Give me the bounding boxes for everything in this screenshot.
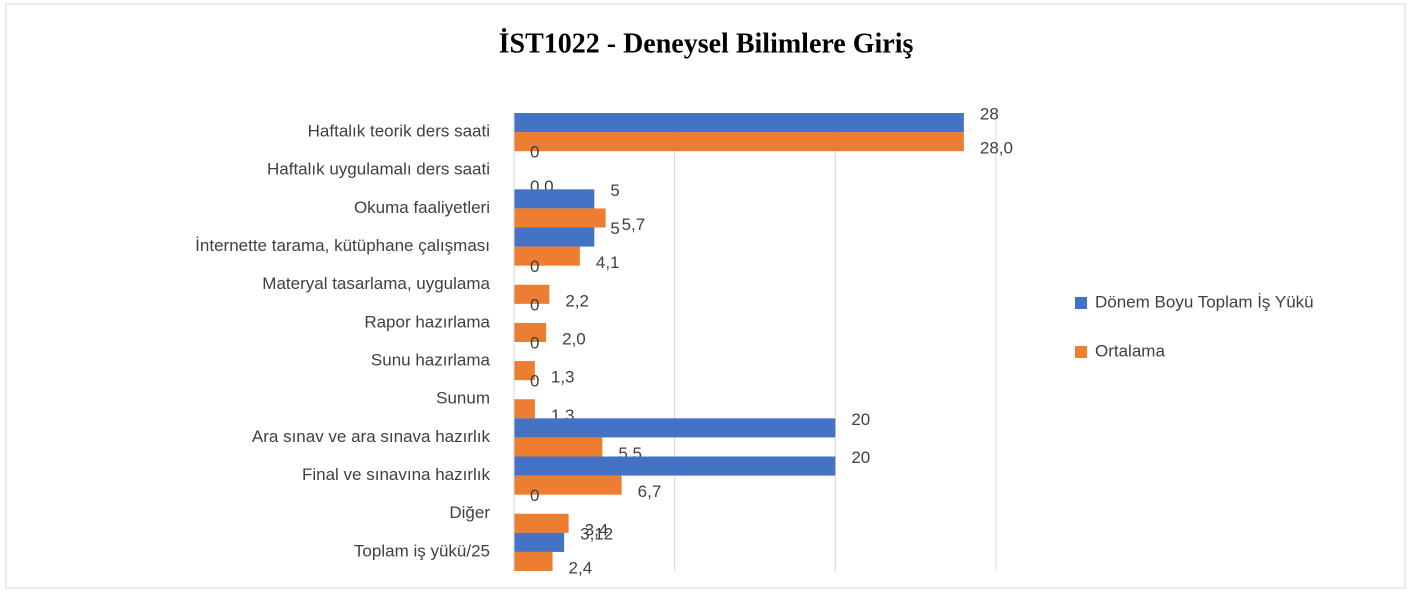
chart-border (5, 3, 1406, 589)
bar (514, 361, 535, 381)
data-label: 28 (980, 104, 999, 123)
y-tick-label: Toplam iş yükü/25 (354, 541, 490, 560)
bar (514, 513, 569, 533)
y-tick-label: Haftalık uygulamalı ders saati (267, 160, 490, 179)
y-tick-label: Ara sınav ve ara sınava hazırlık (252, 427, 491, 446)
bar (514, 246, 580, 266)
y-tick-label: İnternette tarama, kütüphane çalışması (195, 236, 490, 255)
data-label: 0 (530, 486, 539, 505)
legend-label: Ortalama (1095, 341, 1165, 360)
data-label: 0 (530, 257, 539, 276)
bar (514, 322, 547, 342)
bar (514, 208, 606, 228)
bar (514, 551, 553, 571)
data-label: 3,4 (585, 520, 609, 539)
legend-label: Dönem Boyu Toplam İş Yükü (1095, 292, 1314, 311)
bar (514, 475, 622, 495)
data-label: 5,7 (622, 215, 646, 234)
y-tick-label: Rapor hazırlama (364, 312, 490, 331)
bar (514, 189, 595, 209)
data-label: 2,0 (562, 329, 586, 348)
y-tick-label: Diğer (449, 503, 490, 522)
data-label: 28,0 (980, 139, 1013, 158)
data-label: 5 (610, 219, 619, 238)
legend-swatch (1075, 346, 1087, 358)
y-tick-label: Haftalık teorik ders saati (308, 122, 490, 141)
bar (514, 227, 595, 247)
chart-title: İST1022 - Deneysel Bilimlere Giriş (499, 28, 914, 59)
data-label: 2,4 (569, 558, 593, 577)
bar (514, 113, 964, 133)
data-label: 0 (530, 372, 539, 391)
data-label: 2,2 (565, 291, 589, 310)
data-label: 0 (530, 333, 539, 352)
data-label: 20 (851, 410, 870, 429)
bar (514, 532, 565, 552)
bar (514, 437, 603, 457)
bar (514, 418, 836, 438)
y-tick-label: Sunu hazırlama (371, 351, 491, 370)
data-label: 3,12 (580, 524, 613, 543)
data-label: 0 (530, 143, 539, 162)
legend-swatch (1075, 297, 1087, 309)
data-label: 1,3 (551, 368, 575, 387)
bar (514, 132, 964, 152)
data-label: 5 (610, 181, 619, 200)
bar (514, 284, 550, 304)
y-tick-label: Final ve sınavına hazırlık (302, 465, 491, 484)
data-label: 20 (851, 448, 870, 467)
bar (514, 399, 535, 419)
bar (514, 456, 836, 476)
y-tick-label: Okuma faaliyetleri (354, 198, 490, 217)
data-label: 6,7 (638, 482, 662, 501)
data-label: 0 (530, 295, 539, 314)
y-tick-label: Sunum (436, 389, 490, 408)
y-tick-label: Materyal tasarlama, uygulama (262, 274, 490, 293)
data-label: 4,1 (596, 253, 620, 272)
